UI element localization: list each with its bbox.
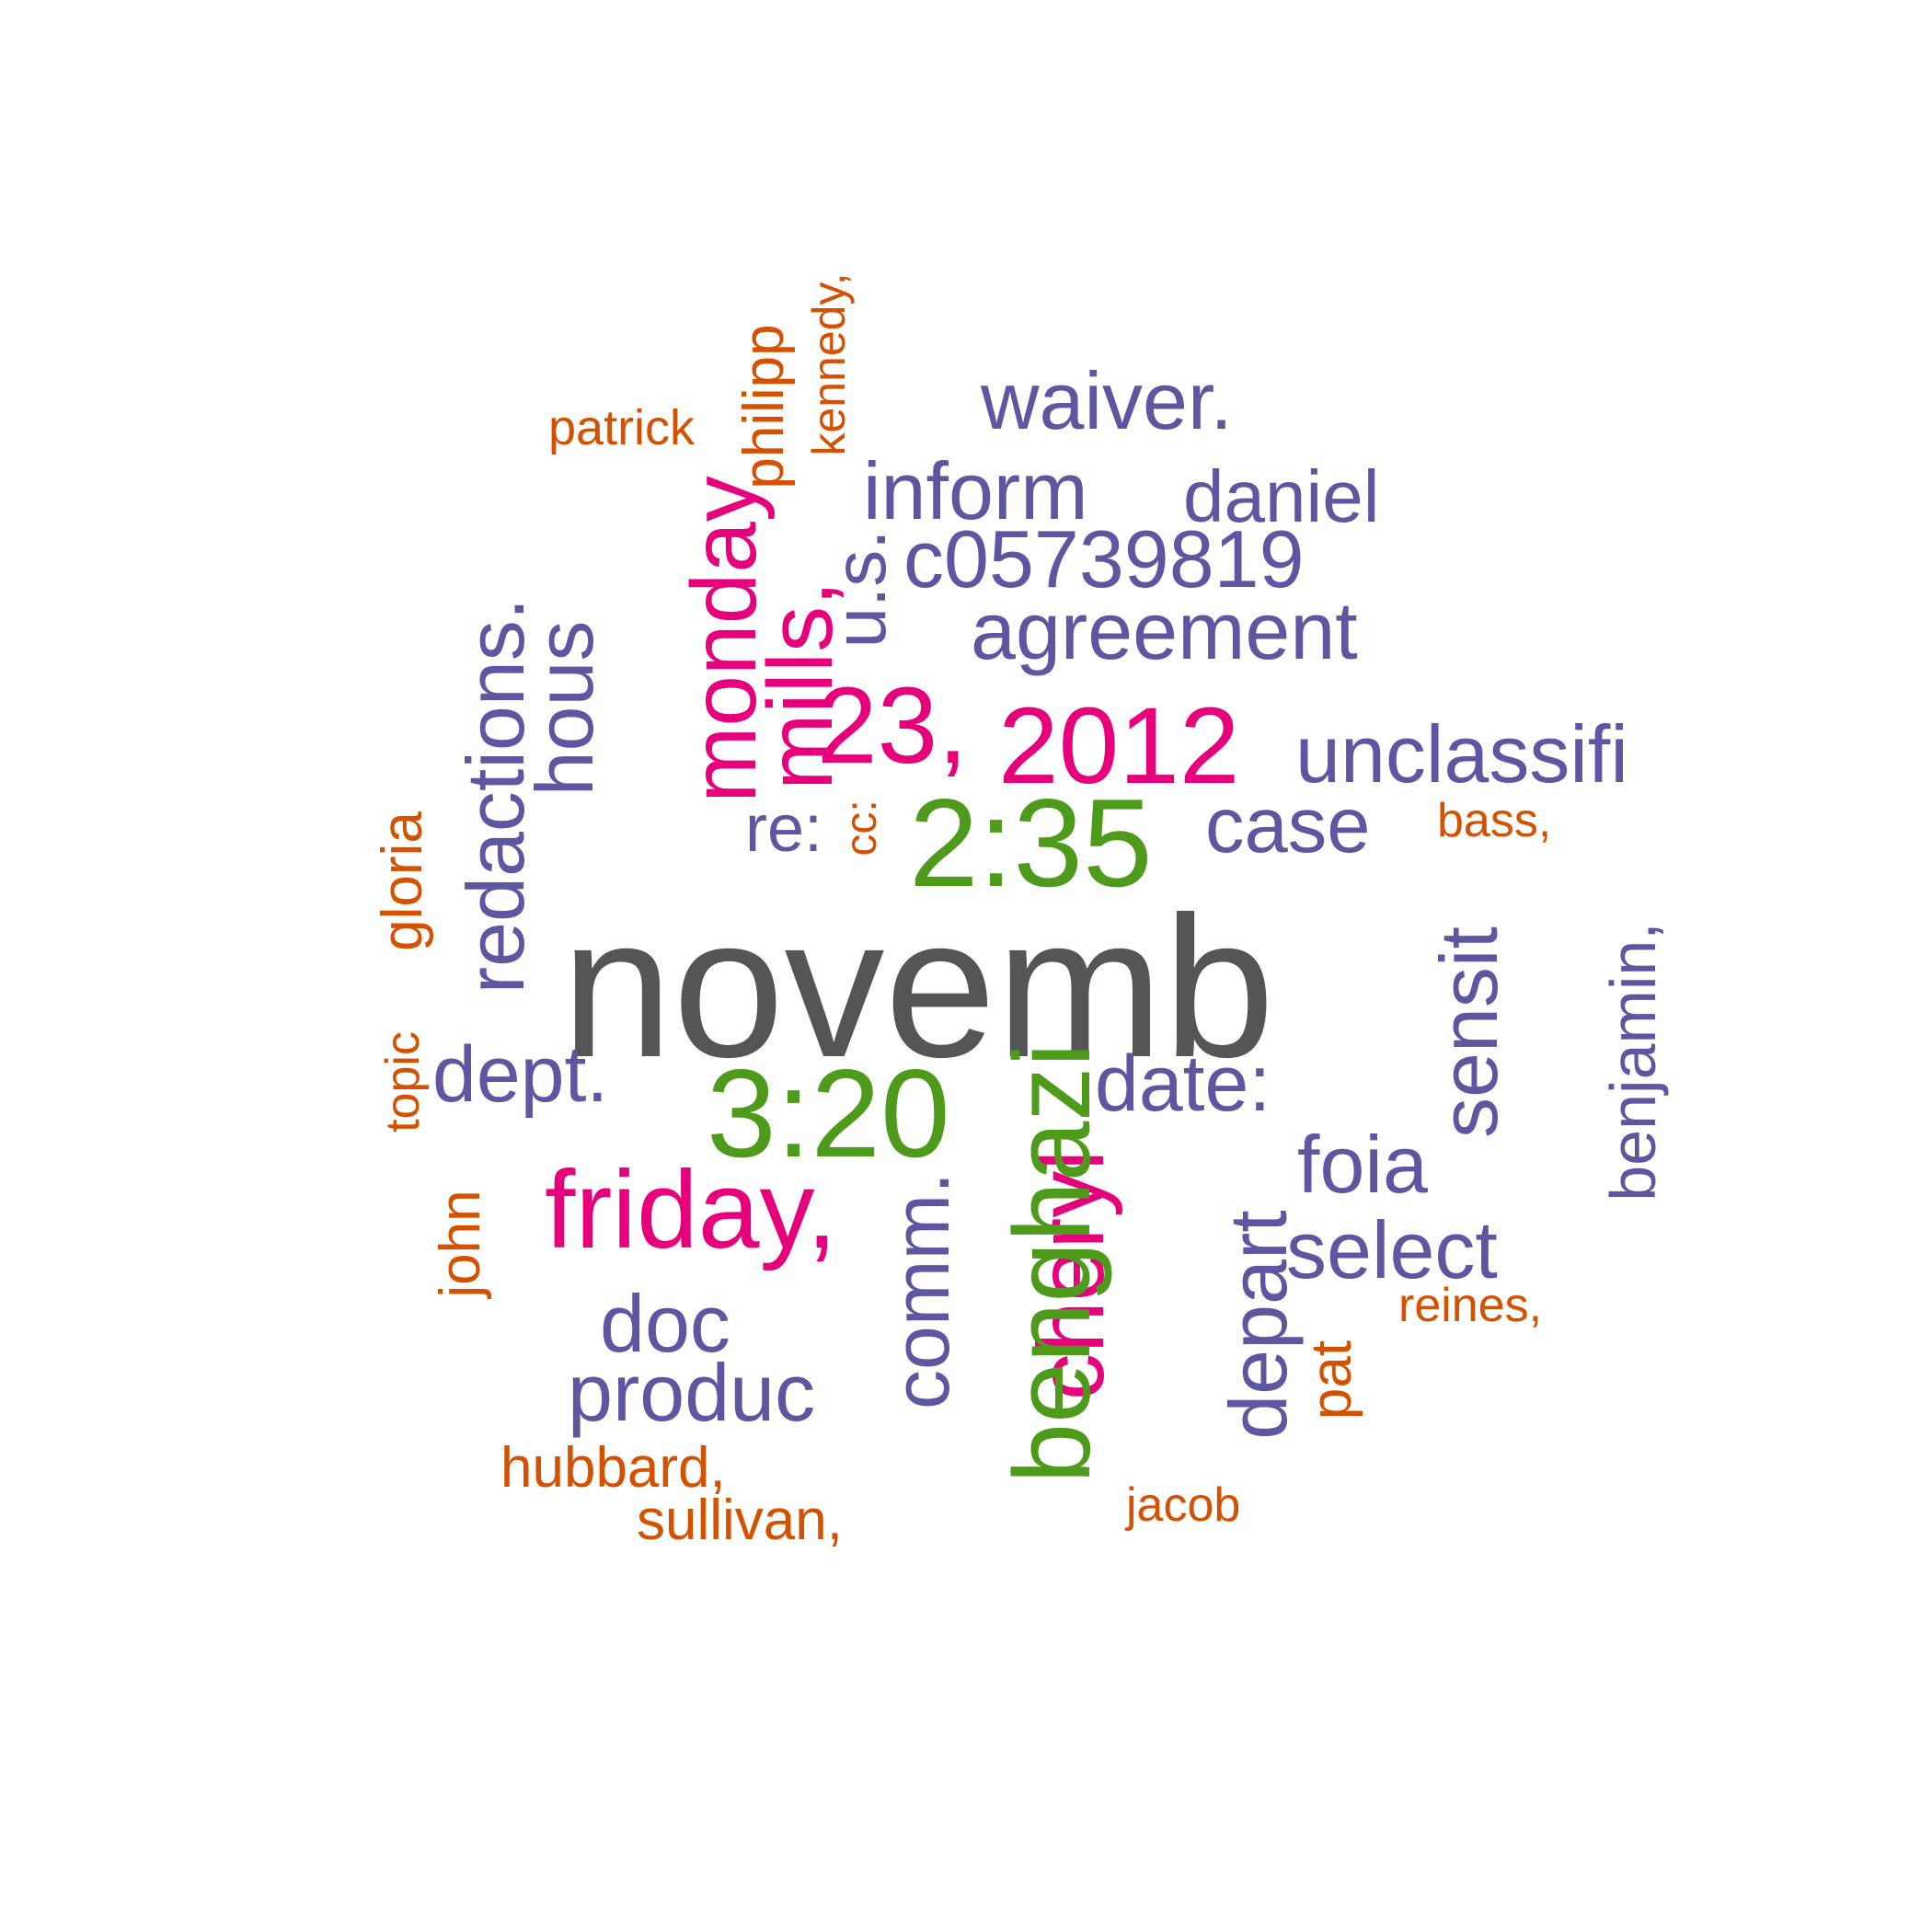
word-re: re: [745,792,823,866]
word-topic: topic [376,1031,430,1133]
word-patrick: patrick [548,400,696,455]
word-inform: inform [863,445,1088,536]
word-agreement: agreement [971,585,1358,676]
word-2012: 2012 [998,685,1240,807]
word-hous: hous [519,620,610,797]
word-comm: comm. [878,1172,966,1409]
word-gloria: gloria [371,811,434,951]
word-doc: doc [600,1278,730,1369]
word-jacob: jacob [1126,1478,1241,1532]
word-date: date: [1095,1040,1271,1128]
word-waiver: waiver. [981,355,1233,446]
word-sensit: sensit [1423,926,1514,1138]
word-sullivan: sullivan, [637,1489,843,1552]
word-select: select [1286,1204,1498,1295]
word-c05739819: c05739819 [903,513,1305,604]
word-produc: produc [568,1347,816,1438]
word-cc: cc: [837,799,886,857]
word-3-20: 3:20 [707,1043,950,1183]
word-john: john [429,1190,492,1298]
word-benghazi: benghazi [992,1042,1113,1484]
word-benjamin: benjamin, [1597,922,1669,1202]
word-kennedy: kennedy, [803,272,855,456]
word-23: 23, [817,665,969,787]
word-dept: dept. [432,1030,609,1119]
word-pat: pat [1300,1340,1363,1420]
word-us: u.s. [819,529,901,649]
word-friday: friday, [545,1148,837,1271]
word-unclassifi: unclassifi [1295,708,1628,799]
word-bass: bass, [1437,794,1552,847]
word-philipp: philipp [732,324,796,489]
word-novemb: novemb [561,876,1275,1099]
word-foia: foia [1297,1119,1428,1210]
word-daniel: daniel [1183,455,1380,537]
word-case: case [1205,782,1371,869]
word-hubbard: hubbard, [500,1436,726,1500]
word-depart: depart [1213,1210,1304,1440]
word-reines: reines, [1398,1279,1543,1332]
word-2-35: 2:35 [909,773,1153,913]
